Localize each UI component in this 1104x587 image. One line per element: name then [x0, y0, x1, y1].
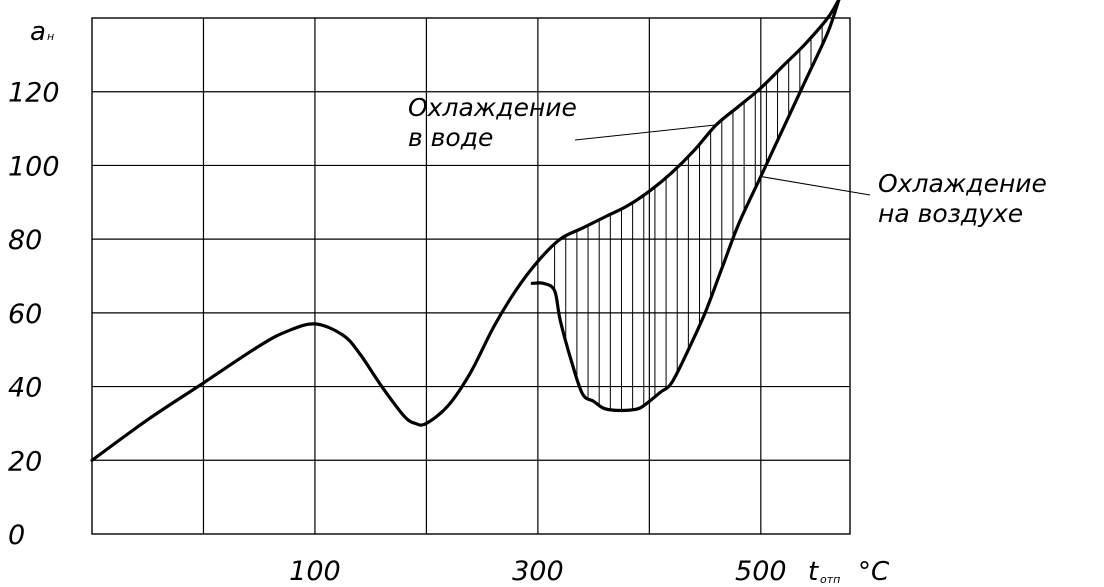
- y-axis-subscript: н: [47, 30, 54, 43]
- y-tick-label: 120: [8, 78, 60, 109]
- annotation-leaders: [574, 124, 871, 196]
- annotation-leader: [760, 175, 871, 196]
- y-tick-label: 40: [8, 373, 42, 404]
- annotation-label: Охлаждение: [408, 93, 577, 122]
- series-air-line: [530, 0, 841, 413]
- plot-frame: [91, 17, 851, 535]
- series-water-line: [90, 0, 841, 462]
- x-tick-label: 500: [735, 556, 787, 587]
- y-tick-label: 100: [8, 151, 60, 182]
- curves: [90, 0, 841, 462]
- annotation-label: Охлаждение: [878, 169, 1047, 198]
- y-axis-symbol: a: [30, 17, 46, 47]
- annotation-label: на воздухе: [878, 199, 1023, 228]
- hatching-between-curves: [554, 24, 823, 411]
- x-tick-label: 300: [512, 556, 564, 587]
- annotation-leader: [574, 124, 717, 141]
- x-axis-unit: °C: [858, 557, 890, 587]
- y-tick-label: 20: [8, 446, 42, 477]
- y-tick-label: 80: [8, 225, 42, 256]
- annotation-label: в воде: [408, 123, 493, 152]
- y-tick-label: 0: [8, 520, 25, 551]
- x-axis-symbol: t: [808, 557, 819, 587]
- x-tick-label: 100: [289, 556, 341, 587]
- grid: [91, 17, 851, 535]
- x-axis-subscript: отп: [820, 573, 840, 586]
- y-tick-label: 60: [8, 299, 42, 330]
- labels: 0 20 40 60 80 100 120 100 300 500 a н t отп °C Охлажден…: [8, 17, 1047, 587]
